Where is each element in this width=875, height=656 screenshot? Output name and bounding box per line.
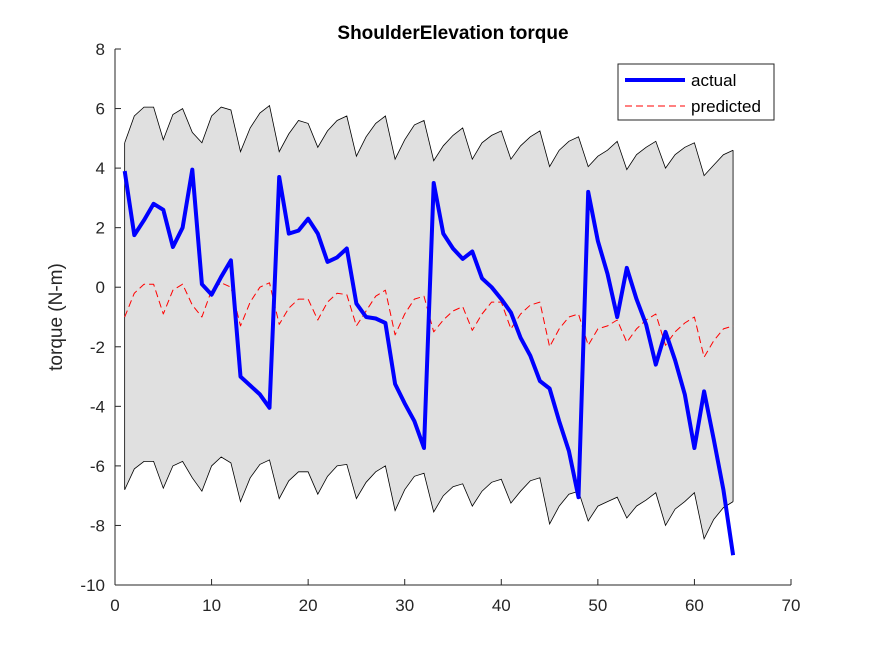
legend-label-predicted: predicted	[691, 97, 761, 116]
axis-ticks: 0 10 20 30 40 50 60 70 -10 -8 -6 -4 -2 0 2 4 6 8	[80, 40, 800, 615]
y-tick-label: -4	[90, 397, 105, 416]
legend-box	[617, 63, 775, 121]
y-tick-label: 4	[96, 159, 105, 178]
y-tick-label: 0	[96, 278, 105, 297]
series-line-predicted	[124, 282, 734, 358]
y-tick-label: -10	[80, 576, 105, 595]
y-tick-label: -8	[90, 516, 105, 535]
legend: actual predicted	[617, 63, 775, 121]
y-tick-label: -6	[90, 457, 105, 476]
x-tick-label: 10	[202, 596, 221, 615]
x-tick-label: 50	[588, 596, 607, 615]
legend-label-actual: actual	[691, 71, 736, 90]
x-tick-label: 70	[782, 596, 801, 615]
band-upper-edge	[124, 104, 734, 177]
y-tick-label: 8	[96, 40, 105, 59]
y-tick-label: 2	[96, 219, 105, 238]
chart-title: ShoulderElevation torque	[337, 23, 568, 44]
y-tick-label: -2	[90, 338, 105, 357]
x-tick-label: 40	[492, 596, 511, 615]
x-tick-label: 30	[395, 596, 414, 615]
y-axis-title: torque (N-m)	[46, 263, 67, 371]
series-lines	[122, 167, 736, 556]
x-tick-label: 0	[110, 596, 119, 615]
series-line-actual	[122, 167, 736, 556]
y-tick-label: 6	[96, 100, 105, 119]
band-lower-edge	[124, 456, 734, 541]
x-tick-label: 20	[299, 596, 318, 615]
x-tick-label: 60	[685, 596, 704, 615]
